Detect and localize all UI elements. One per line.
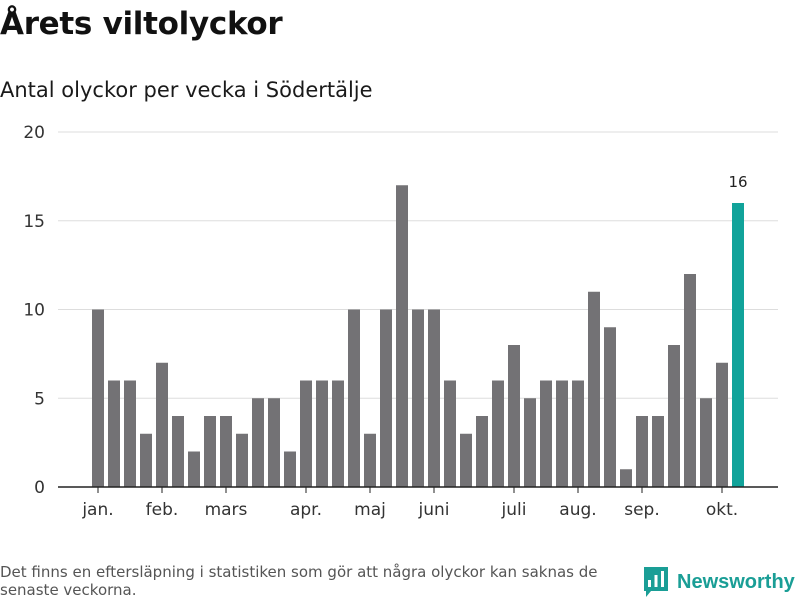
- bar[interactable]: [236, 433, 248, 487]
- bar[interactable]: [636, 416, 648, 487]
- bar-highlight[interactable]: [732, 203, 744, 487]
- x-tick-label: mars: [205, 500, 248, 520]
- chart-title: Årets viltolyckor: [0, 6, 283, 42]
- bar[interactable]: [220, 416, 232, 487]
- bar[interactable]: [348, 309, 360, 488]
- bar[interactable]: [460, 433, 472, 487]
- bar[interactable]: [492, 380, 504, 488]
- x-tick-label: feb.: [146, 500, 179, 520]
- x-tick-label: jan.: [81, 500, 113, 520]
- bar[interactable]: [396, 185, 408, 487]
- bar[interactable]: [124, 380, 136, 488]
- x-tick-label: juni: [418, 500, 450, 520]
- brand-logo[interactable]: Newsworthy: [643, 566, 795, 598]
- bar[interactable]: [156, 362, 168, 487]
- x-tick-label: apr.: [290, 500, 322, 520]
- bar[interactable]: [316, 380, 328, 488]
- bar[interactable]: [332, 380, 344, 488]
- bar[interactable]: [588, 291, 600, 487]
- bar[interactable]: [476, 416, 488, 487]
- bar[interactable]: [684, 274, 696, 487]
- bar[interactable]: [652, 416, 664, 487]
- bar[interactable]: [268, 398, 280, 487]
- bar[interactable]: [412, 309, 424, 488]
- x-tick-label: okt.: [706, 500, 738, 520]
- bar[interactable]: [108, 380, 120, 488]
- bar[interactable]: [284, 451, 296, 488]
- bar[interactable]: [716, 362, 728, 487]
- data-label: 16: [728, 173, 747, 191]
- x-tick-label: sep.: [624, 500, 660, 520]
- bar[interactable]: [508, 345, 520, 487]
- brand-name: Newsworthy: [677, 570, 795, 593]
- bar[interactable]: [140, 433, 152, 487]
- bar[interactable]: [380, 309, 392, 488]
- y-tick-label: 15: [23, 212, 45, 232]
- bar[interactable]: [556, 380, 568, 488]
- x-tick-label: juli: [501, 500, 527, 520]
- footnote: Det finns en eftersläpning i statistiken…: [0, 563, 598, 599]
- bar[interactable]: [604, 327, 616, 487]
- bar[interactable]: [700, 398, 712, 487]
- bar[interactable]: [668, 345, 680, 487]
- y-tick-label: 20: [23, 123, 45, 143]
- newsworthy-logo-icon: [644, 567, 668, 597]
- x-tick-label: maj: [354, 500, 386, 520]
- bar[interactable]: [444, 380, 456, 488]
- bar[interactable]: [252, 398, 264, 487]
- y-tick-label: 0: [34, 478, 45, 498]
- bar[interactable]: [92, 309, 104, 488]
- x-tick-label: aug.: [559, 500, 596, 520]
- chart-subtitle: Antal olyckor per vecka i Södertälje: [0, 78, 373, 102]
- y-tick-label: 10: [23, 301, 45, 321]
- bar[interactable]: [172, 416, 184, 487]
- bar[interactable]: [524, 398, 536, 487]
- bar-chart: 0 5 10 15 20 16 jan. feb. mars apr. maj juni juli aug…: [23, 123, 778, 520]
- bar[interactable]: [364, 433, 376, 487]
- bar[interactable]: [572, 380, 584, 488]
- bar[interactable]: [188, 451, 200, 488]
- bar[interactable]: [428, 309, 440, 488]
- bar[interactable]: [620, 469, 632, 487]
- bar[interactable]: [300, 380, 312, 488]
- bar[interactable]: [204, 416, 216, 487]
- y-tick-label: 5: [34, 389, 45, 409]
- bar[interactable]: [540, 380, 552, 488]
